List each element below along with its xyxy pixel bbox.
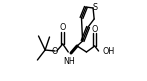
Text: O: O (92, 24, 98, 34)
Text: O: O (60, 23, 66, 32)
Text: NH: NH (64, 57, 75, 66)
Text: O: O (52, 46, 58, 55)
Text: S: S (92, 3, 97, 12)
Text: OH: OH (103, 47, 115, 57)
